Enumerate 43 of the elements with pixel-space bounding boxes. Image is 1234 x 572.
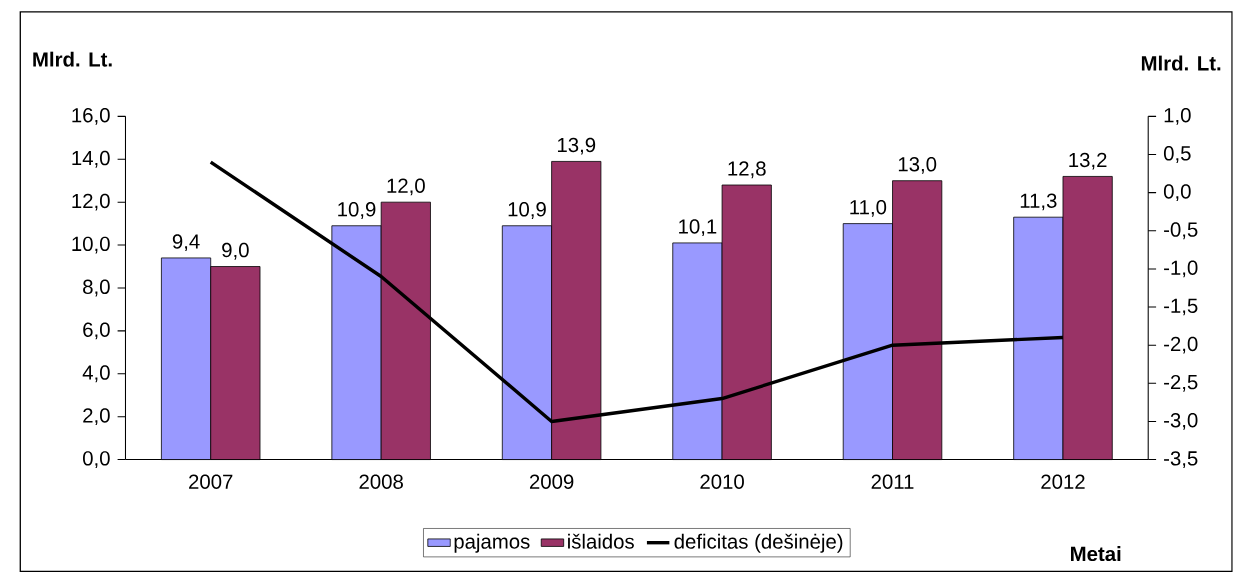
y2-tick-label: -1,5 [1164,298,1198,316]
legend-label: deficitas (dešinėje) [674,533,843,553]
legend-label: pajamos [454,533,530,553]
y2-tick-label: -3,5 [1164,451,1198,468]
data-label: 12,8 [728,161,766,179]
y-tick-label: 10,0 [72,236,110,254]
x-tick-label: 2008 [359,474,403,489]
data-label: 9,4 [172,234,200,252]
x-tick-label: 2009 [529,474,574,489]
data-label: 10,9 [508,202,546,219]
y2-tick-label: 0,5 [1163,146,1191,163]
y2-tick-label: -2,0 [1164,336,1198,354]
y-tick-label: 2,0 [83,408,110,426]
data-label: 12,0 [387,178,425,196]
y-tick-label: 14,0 [72,150,110,168]
x-tick-label: 2011 [871,474,914,489]
data-label: 13,9 [557,137,596,155]
y2-tick-label: -2,5 [1164,374,1198,392]
y-tick-label: 16,0 [72,107,110,125]
data-label: 11,0 [850,199,887,217]
data-label: 10,1 [679,219,717,237]
data-label: 9,0 [222,242,249,260]
x-tick-label: 2007 [189,474,233,489]
x-axis-title: Metai [1071,546,1121,562]
y2-tick-label: -0,5 [1164,222,1198,240]
y2-tick-label: 0,0 [1163,184,1191,202]
y2-tick-label: -1,0 [1164,260,1198,278]
y-axis-title: Mlrd. Lt. [33,51,112,67]
y-tick-label: 6,0 [83,322,110,340]
y2-axis-title: Mlrd. Lt. [1141,55,1221,71]
y-tick-label: 4,0 [82,365,110,383]
data-label: 13,0 [898,157,937,174]
x-tick-label: 2010 [700,474,744,489]
y2-tick-label: 1,0 [1164,107,1191,125]
data-label: 11,3 [1020,193,1057,211]
legend-label: išlaidos [568,533,634,549]
y-tick-label: 0,0 [83,451,110,468]
y-tick-label: 12,0 [72,193,110,211]
data-label: 10,9 [338,202,376,219]
y2-tick-label: -3,0 [1164,413,1198,430]
y-tick-label: 8,0 [83,279,110,297]
x-tick-label: 2012 [1041,474,1085,489]
data-label: 13,2 [1069,152,1107,170]
